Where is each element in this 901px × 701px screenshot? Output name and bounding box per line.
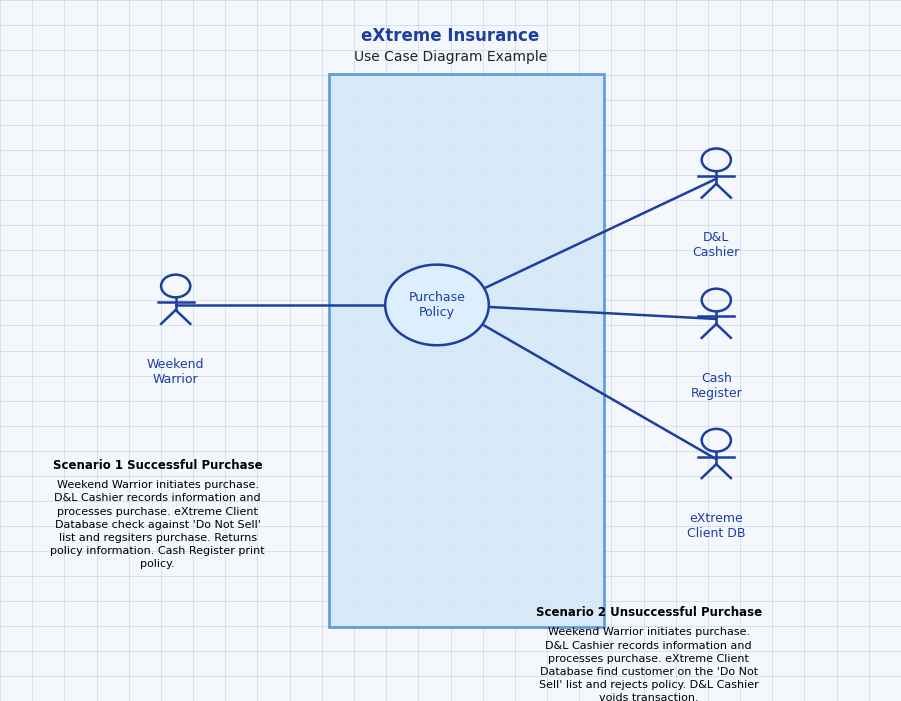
Text: Weekend Warrior initiates purchase.
D&L Cashier records information and
processe: Weekend Warrior initiates purchase. D&L … bbox=[539, 627, 759, 701]
Text: eXtreme Insurance: eXtreme Insurance bbox=[361, 27, 540, 46]
Text: D&L
Cashier: D&L Cashier bbox=[693, 231, 740, 259]
Text: Purchase
Policy: Purchase Policy bbox=[408, 291, 466, 319]
Text: Scenario 1 Successful Purchase: Scenario 1 Successful Purchase bbox=[53, 459, 262, 472]
Ellipse shape bbox=[386, 265, 488, 346]
Text: eXtreme
Client DB: eXtreme Client DB bbox=[687, 512, 745, 540]
Text: Weekend
Warrior: Weekend Warrior bbox=[147, 358, 205, 386]
FancyBboxPatch shape bbox=[329, 74, 604, 627]
Text: Weekend Warrior initiates purchase.
D&L Cashier records information and
processe: Weekend Warrior initiates purchase. D&L … bbox=[50, 480, 265, 569]
Text: Scenario 2 Unsuccessful Purchase: Scenario 2 Unsuccessful Purchase bbox=[536, 606, 761, 620]
Text: Cash
Register: Cash Register bbox=[690, 372, 742, 400]
Text: Use Case Diagram Example: Use Case Diagram Example bbox=[354, 50, 547, 64]
